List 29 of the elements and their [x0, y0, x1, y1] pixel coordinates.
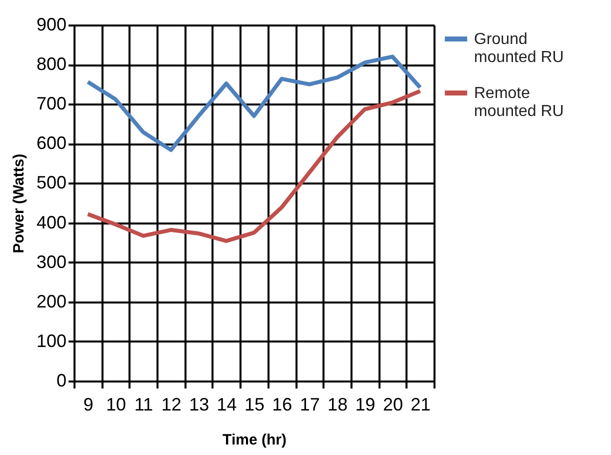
x-tick-label: 16	[272, 394, 292, 414]
y-tick-label: 300	[36, 252, 66, 272]
legend-label: Remote mounted RU	[474, 85, 564, 120]
y-tick-label: 900	[36, 14, 66, 34]
x-tick-label: 10	[106, 394, 126, 414]
x-tick-label: 18	[328, 394, 348, 414]
x-tick-label: 12	[161, 394, 182, 414]
y-tick-label: 400	[36, 212, 66, 232]
x-tick-label: 20	[382, 394, 403, 414]
x-axis-title: Time (hr)	[222, 432, 286, 448]
y-tick-label: 600	[36, 133, 66, 154]
y-axis-title: Power (Watts)	[10, 154, 28, 254]
line-series	[86, 89, 422, 243]
line-series	[86, 54, 422, 152]
x-tick-label: 13	[189, 394, 210, 414]
x-tick-label: 14	[216, 394, 237, 414]
y-tick-label: 500	[36, 172, 66, 193]
legend-label: Ground mounted RU	[474, 31, 564, 66]
y-tick-label: 700	[36, 94, 66, 114]
x-tick-label: 19	[355, 394, 376, 414]
x-tick-label: 9	[83, 394, 94, 414]
y-tick-label: 800	[36, 54, 66, 74]
x-tick-label: 15	[244, 394, 265, 414]
y-tick-label: 200	[36, 291, 66, 312]
x-tick-label: 11	[134, 394, 154, 414]
x-tick-label: 21	[410, 394, 431, 414]
x-tick-label: 17	[300, 394, 320, 414]
y-tick-label: 100	[36, 330, 66, 351]
y-tick-label: 0	[56, 370, 66, 390]
